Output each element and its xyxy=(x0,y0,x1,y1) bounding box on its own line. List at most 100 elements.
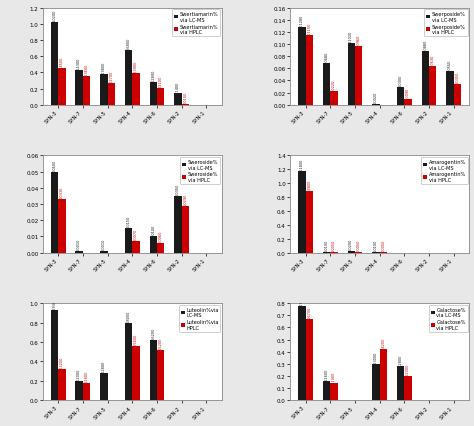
Text: 0.0050: 0.0050 xyxy=(382,239,385,252)
Text: 0.0010: 0.0010 xyxy=(77,238,81,250)
Bar xyxy=(330,92,337,106)
Bar xyxy=(306,36,313,106)
Bar xyxy=(306,319,313,400)
Text: 0.1280: 0.1280 xyxy=(300,15,304,27)
Text: 0.1150: 0.1150 xyxy=(307,23,311,35)
Text: 0.2800: 0.2800 xyxy=(151,70,155,82)
Bar xyxy=(454,84,461,106)
Text: 0.0350: 0.0350 xyxy=(456,71,459,83)
Legend: Amarogentin%
via LC-MS, Amarogentin%
via HPLC: Amarogentin% via LC-MS, Amarogentin% via… xyxy=(421,158,468,185)
Text: 0.0290: 0.0290 xyxy=(183,193,187,205)
Text: 0.3000: 0.3000 xyxy=(374,351,378,363)
Bar xyxy=(58,200,65,253)
Bar xyxy=(108,83,115,106)
Text: 1.1800: 1.1800 xyxy=(300,158,304,170)
Bar xyxy=(51,310,58,400)
Text: 0.3200: 0.3200 xyxy=(60,356,64,368)
Text: 0.2800: 0.2800 xyxy=(102,360,106,372)
Bar xyxy=(397,87,404,106)
Text: 0.3600: 0.3600 xyxy=(84,63,89,76)
Text: 0.5600: 0.5600 xyxy=(134,333,138,345)
Text: 0.0050: 0.0050 xyxy=(332,239,336,252)
Text: 0.0010: 0.0010 xyxy=(102,238,106,250)
Bar xyxy=(323,381,330,400)
Bar xyxy=(150,340,157,400)
Bar xyxy=(132,242,140,253)
Text: 0.0150: 0.0150 xyxy=(127,216,130,228)
Text: 0.0630: 0.0630 xyxy=(431,54,435,66)
Text: 0.6800: 0.6800 xyxy=(127,37,130,50)
Bar xyxy=(132,74,140,106)
Text: 0.1600: 0.1600 xyxy=(325,368,328,380)
Bar xyxy=(404,100,412,106)
Text: 0.0300: 0.0300 xyxy=(399,74,402,86)
Bar xyxy=(58,69,65,106)
Text: 0.0100: 0.0100 xyxy=(151,224,155,236)
Bar xyxy=(125,323,132,400)
Bar xyxy=(372,364,380,400)
Bar xyxy=(75,381,83,400)
Bar xyxy=(404,376,412,400)
Legend: Galactose%
via LC-MS, Galactose%
via HPLC: Galactose% via LC-MS, Galactose% via HPL… xyxy=(429,305,468,332)
Text: 0.0060: 0.0060 xyxy=(159,230,163,242)
Bar xyxy=(380,349,387,400)
Bar xyxy=(372,252,380,253)
Bar xyxy=(157,350,164,400)
Bar xyxy=(347,44,355,106)
Legend: Swertiamarin%
via LC-MS, Swertiamarin%
via HPLC: Swertiamarin% via LC-MS, Swertiamarin% v… xyxy=(172,10,220,37)
Bar xyxy=(298,28,306,106)
Bar xyxy=(323,252,330,253)
Bar xyxy=(157,243,164,253)
Text: 0.0960: 0.0960 xyxy=(356,34,361,46)
Bar xyxy=(100,373,108,400)
Text: 0.8800: 0.8800 xyxy=(307,179,311,191)
Text: 0.1800: 0.1800 xyxy=(84,370,89,382)
Bar xyxy=(182,104,189,106)
Bar xyxy=(347,252,355,253)
Bar xyxy=(323,64,330,106)
Bar xyxy=(421,52,429,106)
Text: 0.0100: 0.0100 xyxy=(374,239,378,251)
Text: 0.0070: 0.0070 xyxy=(134,228,138,241)
Bar xyxy=(355,47,362,106)
Bar xyxy=(174,196,182,253)
Text: 0.0200: 0.0200 xyxy=(349,239,353,251)
Bar xyxy=(372,104,380,106)
Text: 0.0090: 0.0090 xyxy=(406,87,410,99)
Text: 0.3900: 0.3900 xyxy=(134,61,138,73)
Bar xyxy=(75,251,83,253)
Text: 0.4200: 0.4200 xyxy=(382,337,385,349)
Text: 0.2700: 0.2700 xyxy=(109,71,113,83)
Bar xyxy=(298,306,306,400)
Text: 0.7800: 0.7800 xyxy=(300,293,304,305)
Text: 0.0550: 0.0550 xyxy=(448,59,452,72)
Bar xyxy=(132,346,140,400)
Bar xyxy=(51,23,58,106)
Bar xyxy=(100,251,108,253)
Bar xyxy=(174,94,182,106)
Bar xyxy=(397,366,404,400)
Legend: Luteolin%via
LC-MS, Luteolin%via
HPLC: Luteolin%via LC-MS, Luteolin%via HPLC xyxy=(179,305,220,332)
Text: 0.0680: 0.0680 xyxy=(325,51,328,63)
Bar xyxy=(429,67,437,106)
Bar xyxy=(447,72,454,106)
Text: 0.3800: 0.3800 xyxy=(102,62,106,74)
Bar xyxy=(83,76,91,106)
Text: 0.1020: 0.1020 xyxy=(349,31,353,43)
Text: 0.1400: 0.1400 xyxy=(176,81,180,93)
Bar xyxy=(182,206,189,253)
Text: 0.1400: 0.1400 xyxy=(332,370,336,383)
Bar xyxy=(298,171,306,253)
Bar xyxy=(58,369,65,400)
Text: 0.0020: 0.0020 xyxy=(374,91,378,104)
Bar xyxy=(150,237,157,253)
Bar xyxy=(150,83,157,106)
Text: 0.0500: 0.0500 xyxy=(53,159,56,171)
Bar xyxy=(306,192,313,253)
Text: 0.0330: 0.0330 xyxy=(60,187,64,199)
Text: 0.2100: 0.2100 xyxy=(159,75,163,88)
Text: 0.4300: 0.4300 xyxy=(77,58,81,70)
Text: 0.0150: 0.0150 xyxy=(183,91,187,104)
Bar xyxy=(157,89,164,106)
Text: 0.6200: 0.6200 xyxy=(151,327,155,340)
